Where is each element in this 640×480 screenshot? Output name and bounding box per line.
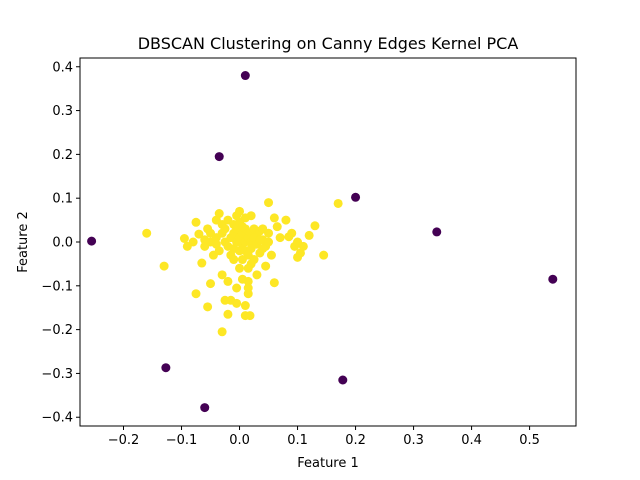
cluster-point	[269, 213, 279, 223]
cluster-point	[188, 237, 198, 247]
cluster-point	[246, 259, 256, 269]
x-axis: −0.2 −0.1 0.0 0.1 0.2 0.3 0.4 0.5	[108, 426, 540, 448]
cluster-point	[275, 233, 285, 243]
cluster-point	[235, 206, 245, 216]
cluster-point	[319, 250, 329, 260]
y-axis-label: Feature 2	[16, 211, 31, 273]
y-tick-label: 0.0	[52, 236, 73, 251]
cluster-point	[232, 283, 242, 293]
y-tick-label: −0.4	[41, 411, 73, 426]
cluster-point	[194, 229, 204, 239]
y-tick-label: −0.1	[41, 279, 73, 294]
cluster-point	[191, 217, 201, 227]
noise-point	[548, 274, 558, 284]
y-tick-label: 0.4	[52, 60, 73, 75]
cluster-point	[246, 211, 256, 221]
y-tick-label: 0.1	[52, 192, 73, 207]
cluster-point	[191, 289, 201, 299]
cluster-point	[200, 235, 210, 245]
cluster-point	[258, 244, 268, 254]
cluster-point	[252, 270, 262, 280]
noise-point	[351, 192, 361, 202]
x-axis-label: Feature 1	[297, 456, 359, 471]
y-tick-label: −0.3	[41, 367, 73, 382]
cluster-point	[237, 222, 247, 232]
cluster-point	[264, 228, 274, 238]
cluster-point	[269, 278, 279, 288]
x-tick-label: 0.5	[519, 433, 540, 448]
cluster-point	[223, 309, 233, 319]
y-tick-label: 0.3	[52, 104, 73, 119]
cluster-point	[264, 198, 274, 208]
chart-title: DBSCAN Clustering on Canny Edges Kernel …	[138, 34, 519, 53]
cluster-point	[304, 230, 314, 240]
noise-point	[214, 152, 224, 162]
x-tick-label: −0.1	[166, 433, 198, 448]
cluster-point	[287, 228, 297, 238]
x-tick-label: 0.4	[461, 433, 482, 448]
cluster-point	[310, 221, 320, 231]
cluster-point	[232, 298, 242, 308]
cluster-point	[240, 301, 250, 311]
x-tick-label: −0.2	[108, 433, 140, 448]
cluster-point	[217, 270, 227, 280]
cluster-point	[206, 279, 216, 289]
cluster-point	[298, 241, 308, 251]
noise-point	[161, 363, 171, 373]
cluster-point	[243, 289, 253, 299]
noise-point	[240, 71, 250, 81]
x-tick-label: 0.1	[287, 433, 308, 448]
cluster-point	[229, 255, 239, 265]
cluster-point	[333, 198, 343, 208]
noise-point	[338, 375, 348, 385]
cluster-point	[266, 250, 276, 260]
cluster-point	[179, 234, 189, 243]
y-axis: −0.4 −0.3 −0.2 −0.1 0.0 0.1 0.2 0.3 0.4	[41, 60, 80, 426]
cluster-point	[245, 311, 255, 321]
y-tick-label: −0.2	[41, 323, 73, 338]
cluster-point	[255, 235, 265, 245]
cluster-point	[159, 261, 169, 271]
cluster-point	[272, 222, 282, 232]
cluster-point	[261, 261, 271, 271]
x-tick-label: 0.3	[403, 433, 424, 448]
cluster-point	[281, 215, 291, 225]
cluster-point	[211, 239, 221, 249]
x-tick-label: 0.2	[345, 433, 366, 448]
cluster-point	[203, 302, 213, 312]
y-tick-label: 0.2	[52, 148, 73, 163]
cluster-point	[237, 274, 247, 284]
cluster-point	[220, 224, 230, 234]
cluster-point	[197, 258, 207, 268]
cluster-point	[264, 237, 274, 247]
cluster-point	[235, 263, 245, 273]
cluster-point	[142, 228, 152, 238]
x-tick-label: 0.0	[229, 433, 250, 448]
points-layer	[87, 71, 558, 413]
noise-point	[87, 236, 97, 246]
cluster-point	[217, 327, 227, 337]
cluster-point	[223, 276, 233, 286]
noise-point	[432, 227, 442, 237]
noise-point	[200, 403, 210, 413]
cluster-point	[214, 209, 224, 219]
